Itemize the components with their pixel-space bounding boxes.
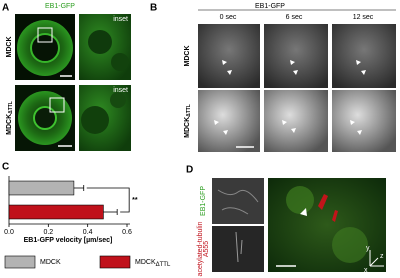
channel-label: A555	[203, 241, 210, 257]
column-label: 12 sec	[353, 14, 374, 21]
legend-label: MDCK	[40, 259, 61, 266]
x-tick-label: 0.0	[4, 229, 14, 236]
row-label: MDCK	[6, 37, 13, 58]
x-axis-label: EB1-GFP velocity [µm/sec]	[24, 237, 113, 244]
panel-title: EB1-GFP	[255, 3, 285, 10]
legend-swatch	[99, 255, 131, 269]
axis-label: z	[380, 253, 384, 260]
x-tick-label: 0.2	[43, 229, 53, 236]
row-label: MDCKΔTTL	[6, 101, 14, 135]
panel-label: B	[150, 3, 157, 14]
panel-label: D	[186, 165, 193, 176]
panel-label: A	[2, 3, 9, 14]
column-label: 0 sec	[220, 14, 237, 21]
axis-label: y	[366, 245, 370, 252]
channel-label: acetylated-tubulin	[197, 221, 204, 276]
significance-label: **	[132, 197, 138, 204]
bar-chart: 0.0 0.2 0.4 0.6 EB1-GFP velocity [µm/sec] ** M…	[4, 176, 171, 269]
legend-label: MDCKΔTTL	[135, 259, 171, 268]
x-tick-label: 0.6	[122, 229, 132, 236]
bar	[8, 180, 75, 196]
legend-swatch	[4, 255, 36, 269]
axis-label: x	[364, 267, 368, 274]
inset-image	[79, 14, 131, 80]
inset-label: inset	[113, 16, 128, 23]
column-label: 6 sec	[286, 14, 303, 21]
x-tick-label: 0.4	[83, 229, 93, 236]
inset-image	[79, 85, 131, 151]
row-label: MDCK	[184, 46, 191, 67]
inset-label: inset	[113, 87, 128, 94]
microscopy-image	[15, 85, 75, 151]
bar	[8, 204, 104, 220]
panel-title: EB1-GFP	[45, 3, 75, 10]
microscopy-image	[198, 24, 396, 152]
channel-label: EB1-GFP	[200, 186, 207, 216]
microscopy-image	[15, 14, 75, 80]
row-label: MDCKΔTTL	[184, 104, 192, 138]
microscopy-image	[212, 178, 386, 272]
panel-label: C	[2, 162, 9, 173]
significance-bracket	[86, 187, 130, 213]
